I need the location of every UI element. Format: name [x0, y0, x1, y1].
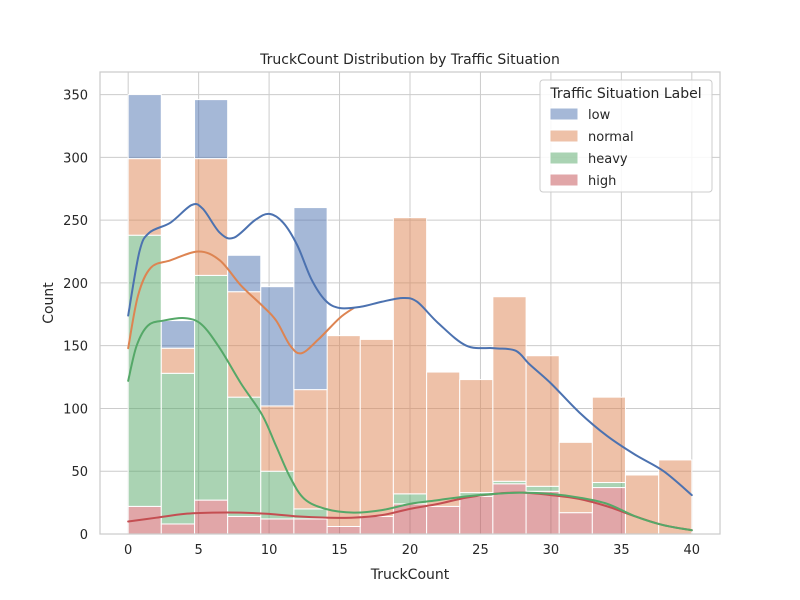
legend-box	[539, 79, 713, 193]
bar-high	[558, 512, 593, 535]
bar-high	[525, 490, 560, 535]
bar-high	[492, 483, 527, 535]
y-axis-label: Count	[41, 282, 57, 324]
chart-title: TruckCount Distribution by Traffic Situa…	[259, 52, 560, 68]
bar-normal	[227, 291, 262, 398]
bar-low	[160, 320, 196, 349]
bar-heavy	[525, 485, 560, 492]
legend: Traffic Situation Label low normal heavy hi…	[539, 79, 713, 193]
bar-high	[227, 515, 262, 535]
bar-normal	[426, 371, 461, 507]
x-tick-label: 15	[331, 543, 348, 558]
legend-label-heavy: heavy	[588, 152, 628, 167]
bar-normal	[591, 396, 626, 484]
bar-heavy	[591, 482, 626, 489]
y-tick-label: 150	[63, 340, 88, 355]
bar-normal	[194, 158, 229, 276]
x-tick-label: 25	[472, 543, 489, 558]
bar-high	[260, 518, 295, 535]
legend-title: Traffic Situation Label	[549, 86, 701, 102]
bar-low	[194, 99, 229, 160]
bar-heavy	[160, 372, 196, 525]
bar-high	[359, 515, 394, 535]
bar-heavy	[260, 470, 295, 520]
y-tick-labels: 0 50 100 150 200 250 300 350	[63, 89, 88, 543]
y-tick-label: 350	[63, 89, 88, 104]
y-tick-label: 250	[63, 214, 88, 229]
bar-low	[260, 286, 295, 407]
bar-normal	[525, 355, 560, 487]
bar-normal	[160, 347, 196, 374]
bar-normal	[558, 441, 593, 514]
bar-low	[127, 94, 162, 160]
y-tick-label: 200	[63, 277, 88, 292]
legend-label-low: low	[588, 108, 611, 123]
y-tick-label: 50	[71, 465, 88, 480]
bar-normal	[293, 389, 328, 510]
bar-series-normal	[127, 158, 693, 535]
bar-high	[426, 505, 461, 535]
x-tick-label: 0	[124, 543, 132, 558]
bar-high	[194, 499, 229, 535]
bar-high	[326, 525, 361, 535]
bar-normal	[359, 338, 394, 517]
bar-high	[293, 518, 328, 535]
kde-line-high	[127, 491, 693, 532]
bar-heavy	[227, 396, 262, 517]
x-tick-label: 5	[194, 543, 202, 558]
x-tick-label: 10	[261, 543, 278, 558]
legend-label-high: high	[588, 174, 616, 189]
y-tick-label: 0	[80, 528, 88, 543]
legend-swatch-high	[549, 173, 579, 187]
legend-items: low normal heavy high	[549, 107, 634, 189]
bar-high	[459, 495, 494, 535]
bar-low	[227, 254, 262, 293]
y-tick-label: 300	[63, 151, 88, 166]
legend-label-normal: normal	[588, 130, 634, 145]
y-tick-label: 100	[63, 402, 88, 417]
bar-heavy	[194, 274, 229, 501]
bars	[127, 94, 693, 535]
bar-normal	[392, 217, 428, 495]
bar-normal	[260, 405, 295, 472]
bar-low	[293, 207, 328, 391]
x-axis-label: TruckCount	[370, 567, 450, 583]
x-tick-label: 20	[402, 543, 419, 558]
bar-high	[160, 523, 196, 535]
bar-normal	[326, 335, 361, 527]
x-tick-label: 35	[613, 543, 630, 558]
kde-line-low	[127, 203, 693, 497]
bar-normal	[492, 296, 527, 482]
kde-line-heavy	[127, 316, 693, 532]
bar-series-low	[127, 94, 328, 407]
bar-series-heavy	[127, 234, 626, 525]
kde-curves	[127, 203, 693, 532]
legend-swatch-low	[549, 107, 579, 121]
x-tick-label: 30	[543, 543, 560, 558]
plot-frame	[99, 71, 721, 535]
bar-normal	[127, 158, 162, 236]
bar-normal	[459, 379, 494, 494]
kde-line-normal	[127, 250, 355, 355]
legend-swatch-heavy	[549, 151, 579, 165]
x-tick-labels: 0 5 10 15 20 25 30 35 40	[124, 543, 700, 558]
bar-normal	[624, 474, 660, 535]
legend-swatch-normal	[549, 129, 579, 143]
x-tick-label: 40	[684, 543, 701, 558]
